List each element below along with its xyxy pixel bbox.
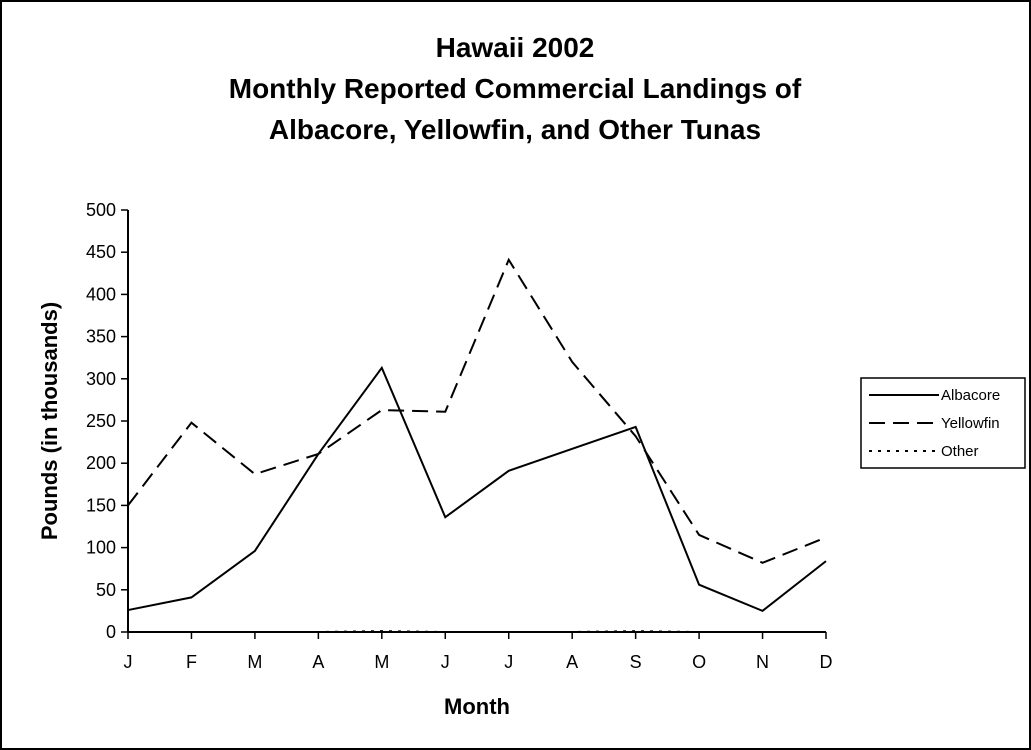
y-tick-label: 0	[106, 622, 116, 642]
x-tick-label: A	[312, 652, 324, 672]
x-tick-label: M	[247, 652, 262, 672]
x-tick-label: O	[692, 652, 706, 672]
x-tick-label: J	[504, 652, 513, 672]
legend: Albacore Yellowfin Other	[860, 377, 1026, 469]
x-tick-label: N	[756, 652, 769, 672]
legend-label-albacore: Albacore	[941, 387, 1000, 404]
y-tick-label: 400	[86, 284, 116, 304]
y-tick-label: 500	[86, 200, 116, 220]
chart-title: Hawaii 2002 Monthly Reported Commercial …	[229, 32, 802, 145]
y-tick-label: 350	[86, 327, 116, 347]
y-tick-label: 50	[96, 580, 116, 600]
x-tick-label: J	[124, 652, 133, 672]
chart-title-line-3: Albacore, Yellowfin, and Other Tunas	[269, 114, 761, 145]
series-line-albacore	[127, 365, 827, 613]
y-tick-label: 200	[86, 453, 116, 473]
y-axis-title: Pounds (in thousands)	[37, 302, 62, 540]
chart-title-line-2: Monthly Reported Commercial Landings of	[229, 73, 802, 104]
x-axis-title: Month	[444, 694, 510, 719]
legend-box	[860, 377, 1026, 469]
y-tick-label: 100	[86, 538, 116, 558]
chart-title-line-1: Hawaii 2002	[436, 32, 595, 63]
x-tick-label: S	[630, 652, 642, 672]
y-tick-label: 150	[86, 495, 116, 515]
y-axis-ticks: 0 50 100 150 200 250 300 350 400 450 500	[86, 200, 128, 642]
series-line-yellowfin	[127, 257, 827, 564]
x-tick-label: M	[374, 652, 389, 672]
legend-label-yellowfin: Yellowfin	[941, 415, 1000, 432]
plot-series	[127, 257, 827, 633]
y-tick-label: 300	[86, 369, 116, 389]
x-tick-label: A	[566, 652, 578, 672]
legend-label-other: Other	[941, 443, 979, 460]
y-tick-label: 450	[86, 242, 116, 262]
x-tick-label: J	[441, 652, 450, 672]
y-tick-label: 250	[86, 411, 116, 431]
x-tick-label: F	[186, 652, 197, 672]
x-tick-label: D	[820, 652, 833, 672]
